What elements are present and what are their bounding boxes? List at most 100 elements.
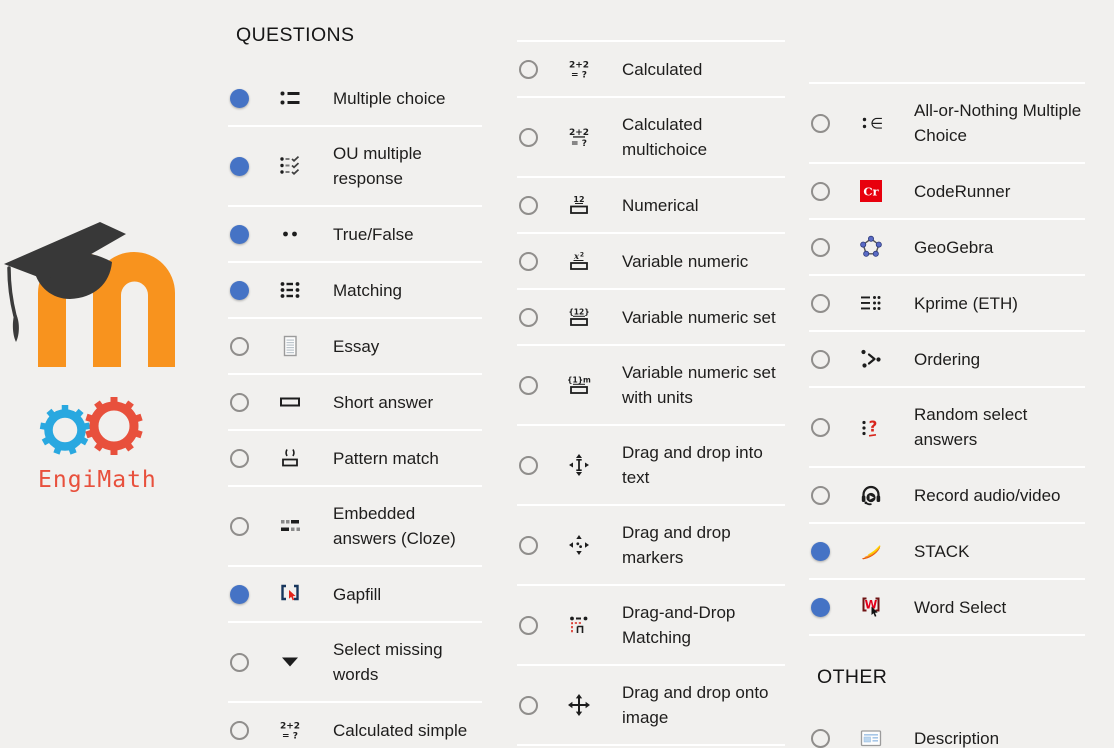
stack-icon	[858, 538, 884, 564]
radio-calculated[interactable]	[519, 59, 538, 79]
question-type-label: Drag and drop into text	[622, 443, 763, 487]
question-type-label: Calculated	[622, 59, 703, 79]
radio-drag-and-drop-matching[interactable]	[519, 615, 538, 635]
question-type-ordering[interactable]: Ordering	[809, 332, 1085, 388]
radio-stack[interactable]	[811, 541, 830, 561]
question-type-true-false[interactable]: True/False	[228, 207, 482, 263]
question-type-drag-and-drop-matching[interactable]: Drag-and-Drop Matching	[517, 586, 785, 666]
question-type-geogebra[interactable]: GeoGebra	[809, 220, 1085, 276]
radio-multiple-choice[interactable]	[230, 88, 249, 108]
short-answer-icon	[277, 389, 303, 415]
radio-drag-and-drop-into-text[interactable]	[519, 455, 538, 475]
question-type-label: Variable numeric set	[622, 307, 776, 327]
question-type-description[interactable]: Description	[809, 711, 1085, 748]
radio-variable-numeric-set-with-units[interactable]	[519, 375, 538, 395]
question-type-all-or-nothing-multiple-choice[interactable]: ∈ All-or-Nothing Multiple Choice	[809, 82, 1085, 164]
question-type-label: Short answer	[333, 392, 434, 412]
radio-kprime-eth[interactable]	[811, 293, 830, 313]
question-type-label: Drag-and-Drop Matching	[622, 603, 736, 647]
svg-text:{1}m: {1}m	[567, 376, 591, 385]
question-type-numerical[interactable]: 12 Numerical	[517, 178, 785, 234]
radio-coderunner[interactable]	[811, 181, 830, 201]
svg-text:2+2: 2+2	[569, 61, 589, 71]
svg-text:= ?: = ?	[571, 139, 587, 149]
radio-word-select[interactable]	[811, 597, 830, 617]
question-type-select-missing-words[interactable]: Select missing words	[228, 623, 482, 703]
question-type-label: OU multiple response	[333, 144, 422, 188]
question-type-essay[interactable]: Essay	[228, 319, 482, 375]
engimath-gears-icon	[39, 397, 143, 455]
question-type-variable-numeric[interactable]: x 2 Variable numeric	[517, 234, 785, 290]
all-or-nothing-icon: ∈	[858, 110, 884, 136]
radio-ou-multiple-response[interactable]	[230, 156, 249, 176]
question-type-drag-and-drop-markers[interactable]: Drag and drop markers	[517, 506, 785, 586]
radio-numerical[interactable]	[519, 195, 538, 215]
question-type-short-answer[interactable]: Short answer	[228, 375, 482, 431]
radio-true-false[interactable]	[230, 224, 249, 244]
question-type-label: GeoGebra	[914, 237, 994, 257]
radio-variable-numeric[interactable]	[519, 251, 538, 271]
radio-all-or-nothing-multiple-choice[interactable]	[811, 113, 830, 133]
section-header-other: OTHER	[817, 666, 888, 688]
radio-variable-numeric-set[interactable]	[519, 307, 538, 327]
svg-text:Cr: Cr	[863, 185, 879, 199]
question-type-label: Multiple choice	[333, 88, 446, 108]
kprime-icon	[858, 290, 884, 316]
radio-pattern-match[interactable]	[230, 448, 249, 468]
question-type-label: Random select answers	[914, 405, 1028, 449]
radio-matching[interactable]	[230, 280, 249, 300]
question-type-gapfill[interactable]: Gapfill	[228, 567, 482, 623]
calculated-simple-icon: 2+2 = ?	[277, 717, 303, 743]
question-type-calculated-multichoice[interactable]: 2+2 = ? Calculated multichoice	[517, 98, 785, 178]
question-type-calculated[interactable]: 2+2 = ? Calculated	[517, 40, 785, 98]
radio-calculated-multichoice[interactable]	[519, 127, 538, 147]
question-type-label: Select missing words	[333, 640, 443, 684]
radio-ordering[interactable]	[811, 349, 830, 369]
question-types-column-2: 2+2 = ? Calculated 2+2 = ? Calculated multich…	[517, 40, 785, 746]
question-type-record-audio-video[interactable]: Record audio/video	[809, 468, 1085, 524]
question-type-label: Matching	[333, 280, 402, 300]
matching-icon	[277, 277, 303, 303]
svg-text:?: ?	[869, 418, 878, 436]
question-type-drag-and-drop-onto-image[interactable]: Drag and drop onto image	[517, 666, 785, 746]
question-type-variable-numeric-set[interactable]: {12} Variable numeric set	[517, 290, 785, 346]
radio-drag-and-drop-onto-image[interactable]	[519, 695, 538, 715]
radio-short-answer[interactable]	[230, 392, 249, 412]
geogebra-icon	[858, 234, 884, 260]
moodle-logo	[4, 222, 175, 367]
question-type-ou-multiple-response[interactable]: OU multiple response	[228, 127, 482, 207]
radio-essay[interactable]	[230, 336, 249, 356]
pattern-match-icon	[277, 445, 303, 471]
radio-record-audio-video[interactable]	[811, 485, 830, 505]
question-type-label: Variable numeric	[622, 251, 749, 271]
question-type-pattern-match[interactable]: Pattern match	[228, 431, 482, 487]
svg-text:12: 12	[573, 195, 584, 204]
question-type-multiple-choice[interactable]: Multiple choice	[228, 71, 482, 127]
question-type-word-select[interactable]: W Word Select	[809, 580, 1085, 636]
question-type-stack[interactable]: STACK	[809, 524, 1085, 580]
radio-embedded-answers-cloze[interactable]	[230, 516, 249, 536]
drag-drop-markers-icon	[566, 532, 592, 558]
radio-random-select-answers[interactable]	[811, 417, 830, 437]
question-type-random-select-answers[interactable]: ? Random select answers	[809, 388, 1085, 468]
radio-calculated-simple[interactable]	[230, 720, 249, 740]
question-type-embedded-answers-cloze[interactable]: Embedded answers (Cloze)	[228, 487, 482, 567]
question-type-label: STACK	[914, 541, 970, 561]
question-type-label: Record audio/video	[914, 485, 1061, 505]
question-type-label: Gapfill	[333, 584, 382, 604]
radio-select-missing-words[interactable]	[230, 652, 249, 672]
radio-geogebra[interactable]	[811, 237, 830, 257]
section-header-questions: QUESTIONS	[236, 24, 355, 46]
question-type-calculated-simple[interactable]: 2+2 = ? Calculated simple	[228, 703, 482, 748]
numerical-icon: 12	[566, 192, 592, 218]
random-select-answers-icon: ?	[858, 414, 884, 440]
question-type-variable-numeric-set-with-units[interactable]: {1}m Variable numeric set with units	[517, 346, 785, 426]
question-type-kprime-eth[interactable]: Kprime (ETH)	[809, 276, 1085, 332]
question-type-drag-and-drop-into-text[interactable]: Drag and drop into text	[517, 426, 785, 506]
radio-drag-and-drop-markers[interactable]	[519, 535, 538, 555]
question-type-matching[interactable]: Matching	[228, 263, 482, 319]
question-type-label: Word Select	[914, 597, 1007, 617]
radio-description[interactable]	[811, 728, 830, 748]
radio-gapfill[interactable]	[230, 584, 249, 604]
question-type-coderunner[interactable]: Cr CodeRunner	[809, 164, 1085, 220]
